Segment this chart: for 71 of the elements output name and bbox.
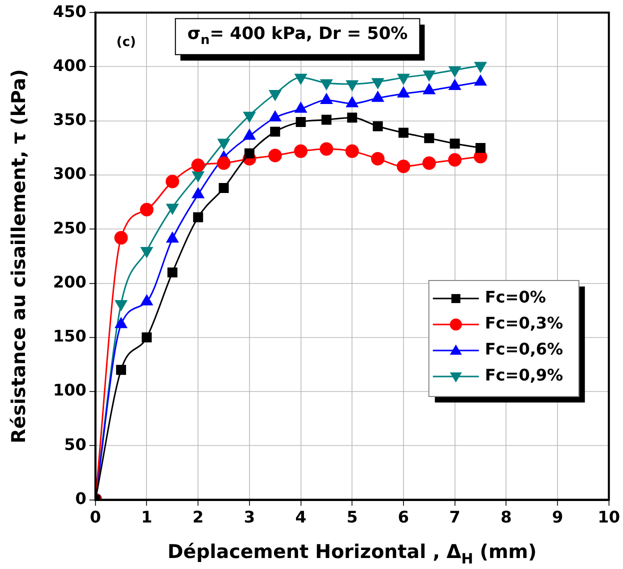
x-tick-label: 7 <box>449 508 460 527</box>
point <box>450 138 460 149</box>
y-tick-label: 300 <box>52 164 86 184</box>
x-tick-label: 5 <box>346 508 358 527</box>
point <box>345 144 359 158</box>
point <box>372 78 384 89</box>
x-tick-label: 3 <box>244 508 256 527</box>
point <box>268 148 282 162</box>
y-tick-label: 450 <box>52 2 86 21</box>
point <box>193 212 204 222</box>
x-tick-label: 8 <box>500 508 512 527</box>
legend-label: Fc=0,6% <box>484 340 564 359</box>
x-tick-label: 0 <box>90 508 101 527</box>
point <box>244 148 254 158</box>
point <box>192 171 204 182</box>
annotation: (c) <box>116 34 136 50</box>
point <box>346 80 358 91</box>
point <box>140 202 154 216</box>
y-tick-label: 400 <box>52 56 86 75</box>
point <box>192 188 204 198</box>
point <box>167 267 178 278</box>
y-tick-label: 150 <box>52 326 86 346</box>
point <box>476 142 486 153</box>
point <box>140 294 153 306</box>
point <box>372 121 383 132</box>
x-tick-label: 10 <box>598 508 620 527</box>
point <box>321 114 332 125</box>
point <box>371 152 385 166</box>
y-axis-title: Résistance au cisaillement, τ (kPa) <box>8 69 30 444</box>
point <box>294 74 307 84</box>
point <box>269 90 282 101</box>
point <box>218 138 230 150</box>
point <box>448 66 461 77</box>
x-tick-label: 9 <box>552 508 564 527</box>
y-tick-label: 200 <box>52 272 86 292</box>
y-tick-label: 100 <box>52 380 86 400</box>
point <box>320 142 334 156</box>
x-tick-label: 4 <box>295 508 306 527</box>
point <box>422 156 436 170</box>
point <box>296 116 306 127</box>
point <box>270 126 280 137</box>
point <box>218 183 229 193</box>
point <box>423 70 436 82</box>
y-tick-label: 350 <box>52 110 86 130</box>
point <box>448 153 462 167</box>
x-tick-label: 6 <box>398 508 410 527</box>
point <box>424 133 434 144</box>
point <box>116 364 126 375</box>
y-tick-label: 50 <box>64 434 86 454</box>
point <box>191 158 205 172</box>
point <box>294 144 308 158</box>
x-tick-label: 1 <box>141 508 152 527</box>
point <box>474 62 486 72</box>
y-tick-label: 0 <box>75 488 86 508</box>
point <box>320 79 332 90</box>
legend-label: Fc=0% <box>484 288 546 307</box>
point <box>115 318 128 328</box>
point <box>398 74 410 84</box>
point <box>166 232 178 243</box>
point <box>398 128 408 138</box>
point <box>347 112 358 123</box>
legend-label: Fc=0,9% <box>484 366 564 385</box>
point <box>243 112 256 122</box>
legend-label: Fc=0,3% <box>484 314 564 333</box>
x-tick-label: 2 <box>192 508 204 527</box>
point <box>142 332 152 342</box>
point <box>217 156 231 170</box>
y-tick-label: 250 <box>52 218 86 238</box>
point <box>166 174 180 188</box>
point <box>114 231 128 245</box>
point <box>396 160 410 174</box>
